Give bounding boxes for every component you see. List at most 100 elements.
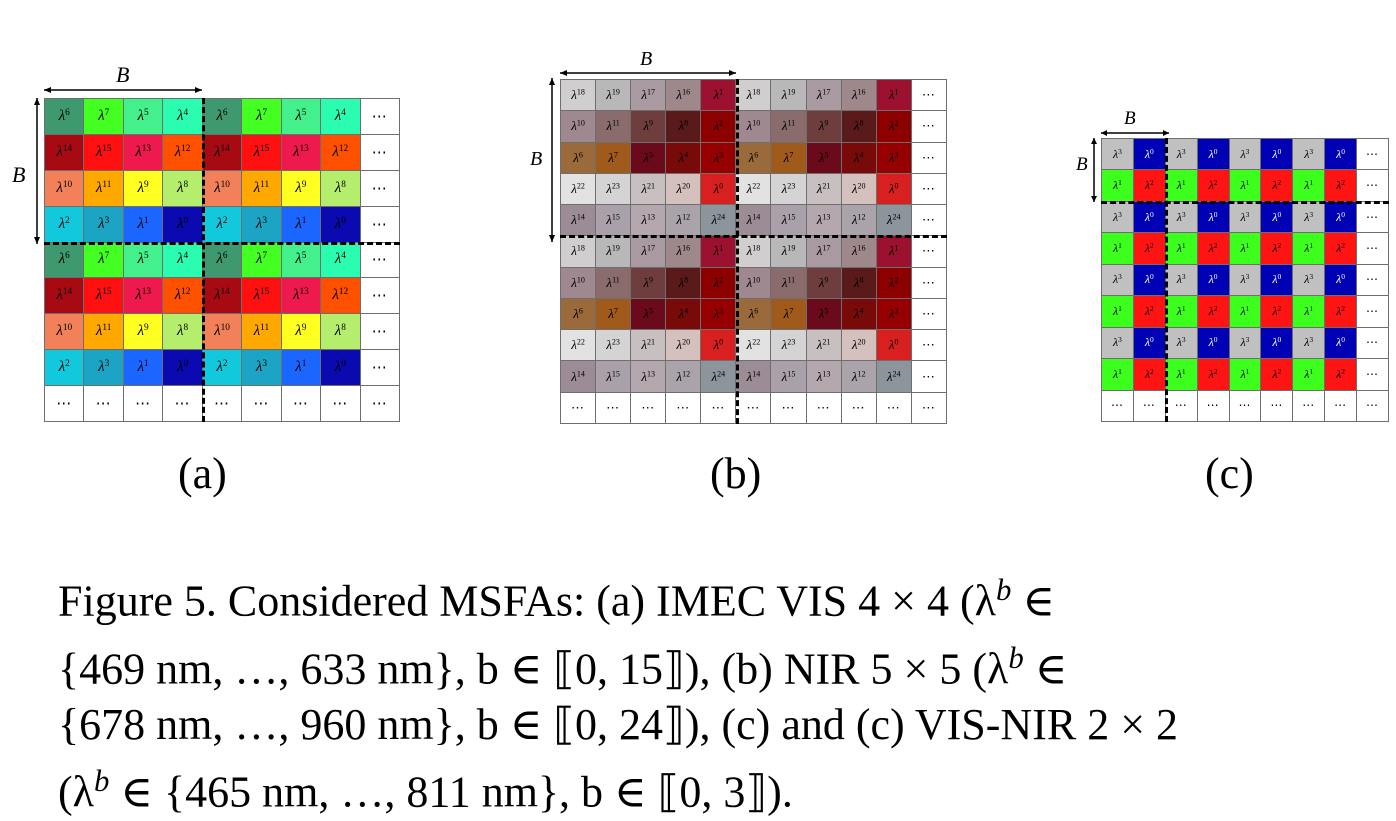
band-cell-1: λ1 <box>876 80 911 111</box>
grid-row: λ6 λ7 λ5 λ4 λ3 λ6 λ7 λ5 λ4 λ3 ⋯ <box>561 298 947 329</box>
ellipsis-cell: ⋯ <box>1133 390 1165 422</box>
band-cell-9: λ9 <box>631 267 666 298</box>
grid-row: λ14 λ15 λ13 λ12 λ14 λ15 λ13 λ12 ⋯ <box>45 278 400 314</box>
ellipsis-cell: ⋯ <box>1102 390 1134 422</box>
band-cell-7: λ7 <box>596 298 631 329</box>
band-cell-0: λ0 <box>1261 201 1293 232</box>
band-cell-3: λ3 <box>701 142 736 173</box>
grid-row: λ10 λ11 λ9 λ8 λ2 λ10 λ11 λ9 λ8 λ2 ⋯ <box>561 267 947 298</box>
band-cell-2: λ2 <box>1133 296 1165 327</box>
grid-row: λ14 λ15 λ13 λ12 λ24 λ14 λ15 λ13 λ12 λ24 ⋯ <box>561 361 947 392</box>
band-cell-9: λ9 <box>806 111 841 142</box>
ellipsis-cell: ⋯ <box>1357 390 1389 422</box>
band-cell-18: λ18 <box>736 80 771 111</box>
band-cell-7: λ7 <box>596 142 631 173</box>
band-cell-1: λ1 <box>1165 359 1197 390</box>
ellipsis-cell: ⋯ <box>1229 390 1261 422</box>
band-cell-7: λ7 <box>242 99 281 135</box>
band-cell-1: λ1 <box>701 80 736 111</box>
band-cell-0: λ0 <box>1261 327 1293 358</box>
band-cell-4: λ4 <box>841 298 876 329</box>
subfigure-label-c: (c) <box>1205 448 1254 499</box>
block-boundary-vertical-b <box>736 79 739 424</box>
band-cell-2: λ2 <box>202 350 241 386</box>
band-cell-0: λ0 <box>321 206 360 242</box>
block-size-arrow-horizontal-c <box>1097 124 1175 140</box>
ellipsis-cell: ⋯ <box>1261 390 1293 422</box>
band-cell-22: λ22 <box>736 330 771 361</box>
band-cell-4: λ4 <box>321 242 360 278</box>
grid-row: λ1 λ2 λ1 λ2 λ1 λ2 λ1 λ2 ⋯ <box>1102 296 1389 327</box>
band-cell-8: λ8 <box>321 314 360 350</box>
band-cell-1: λ1 <box>1229 359 1261 390</box>
band-cell-3: λ3 <box>242 350 281 386</box>
subfigure-label-a: (a) <box>178 448 227 499</box>
band-cell-2: λ2 <box>1133 359 1165 390</box>
ellipsis-cell: ⋯ <box>163 386 202 422</box>
band-cell-23: λ23 <box>596 173 631 204</box>
band-cell-4: λ4 <box>841 142 876 173</box>
band-cell-0: λ0 <box>1133 327 1165 358</box>
block-label-vertical-c: B <box>1076 154 1088 176</box>
grid-row: ⋯ ⋯ ⋯ ⋯ ⋯ ⋯ ⋯ ⋯ ⋯ <box>45 386 400 422</box>
ellipsis-cell: ⋯ <box>911 236 946 267</box>
band-cell-3: λ3 <box>876 298 911 329</box>
band-cell-20: λ20 <box>841 173 876 204</box>
band-cell-6: λ6 <box>736 142 771 173</box>
ellipsis-cell: ⋯ <box>281 386 320 422</box>
band-cell-11: λ11 <box>771 267 806 298</box>
band-cell-12: λ12 <box>841 205 876 236</box>
band-cell-6: λ6 <box>736 298 771 329</box>
band-cell-3: λ3 <box>1102 139 1134 170</box>
ellipsis-cell: ⋯ <box>1357 139 1389 170</box>
band-cell-14: λ14 <box>736 361 771 392</box>
band-cell-21: λ21 <box>631 330 666 361</box>
band-cell-3: λ3 <box>1229 201 1261 232</box>
band-cell-13: λ13 <box>806 361 841 392</box>
block-boundary-horizontal-c <box>1101 201 1389 204</box>
ellipsis-cell: ⋯ <box>666 392 701 423</box>
band-cell-8: λ8 <box>666 111 701 142</box>
band-cell-1: λ1 <box>876 236 911 267</box>
band-cell-10: λ10 <box>561 111 596 142</box>
figure-caption: Figure 5. Considered MSFAs: (a) IMEC VIS… <box>58 562 1320 821</box>
ellipsis-cell: ⋯ <box>360 170 400 206</box>
ellipsis-cell: ⋯ <box>1357 170 1389 201</box>
band-cell-20: λ20 <box>841 330 876 361</box>
band-cell-17: λ17 <box>631 80 666 111</box>
ellipsis-cell: ⋯ <box>911 111 946 142</box>
band-cell-1: λ1 <box>1293 233 1325 264</box>
band-cell-1: λ1 <box>281 206 320 242</box>
band-cell-17: λ17 <box>806 80 841 111</box>
band-cell-13: λ13 <box>123 278 162 314</box>
ellipsis-cell: ⋯ <box>1293 390 1325 422</box>
ellipsis-cell: ⋯ <box>911 392 946 423</box>
band-cell-3: λ3 <box>1165 264 1197 295</box>
band-cell-9: λ9 <box>123 314 162 350</box>
band-cell-23: λ23 <box>596 330 631 361</box>
band-cell-2: λ2 <box>701 267 736 298</box>
band-cell-1: λ1 <box>1102 359 1134 390</box>
band-cell-13: λ13 <box>631 205 666 236</box>
band-cell-12: λ12 <box>163 278 202 314</box>
block-label-vertical-a: B <box>12 162 25 188</box>
grid-row: λ10 λ11 λ9 λ8 λ2 λ10 λ11 λ9 λ8 λ2 ⋯ <box>561 111 947 142</box>
band-cell-1: λ1 <box>1229 233 1261 264</box>
band-cell-0: λ0 <box>1197 264 1229 295</box>
grid-row: λ3 λ0 λ3 λ0 λ3 λ0 λ3 λ0 ⋯ <box>1102 264 1389 295</box>
band-cell-20: λ20 <box>666 330 701 361</box>
band-cell-1: λ1 <box>1293 359 1325 390</box>
band-cell-11: λ11 <box>84 314 123 350</box>
band-cell-5: λ5 <box>631 142 666 173</box>
band-cell-24: λ24 <box>876 361 911 392</box>
ellipsis-cell: ⋯ <box>360 278 400 314</box>
band-cell-9: λ9 <box>806 267 841 298</box>
band-cell-16: λ16 <box>666 236 701 267</box>
band-cell-10: λ10 <box>45 314 84 350</box>
band-cell-3: λ3 <box>1229 139 1261 170</box>
subfigure-label-b: (b) <box>710 448 761 499</box>
ellipsis-cell: ⋯ <box>45 386 84 422</box>
band-cell-17: λ17 <box>631 236 666 267</box>
band-cell-1: λ1 <box>281 350 320 386</box>
band-cell-4: λ4 <box>666 298 701 329</box>
